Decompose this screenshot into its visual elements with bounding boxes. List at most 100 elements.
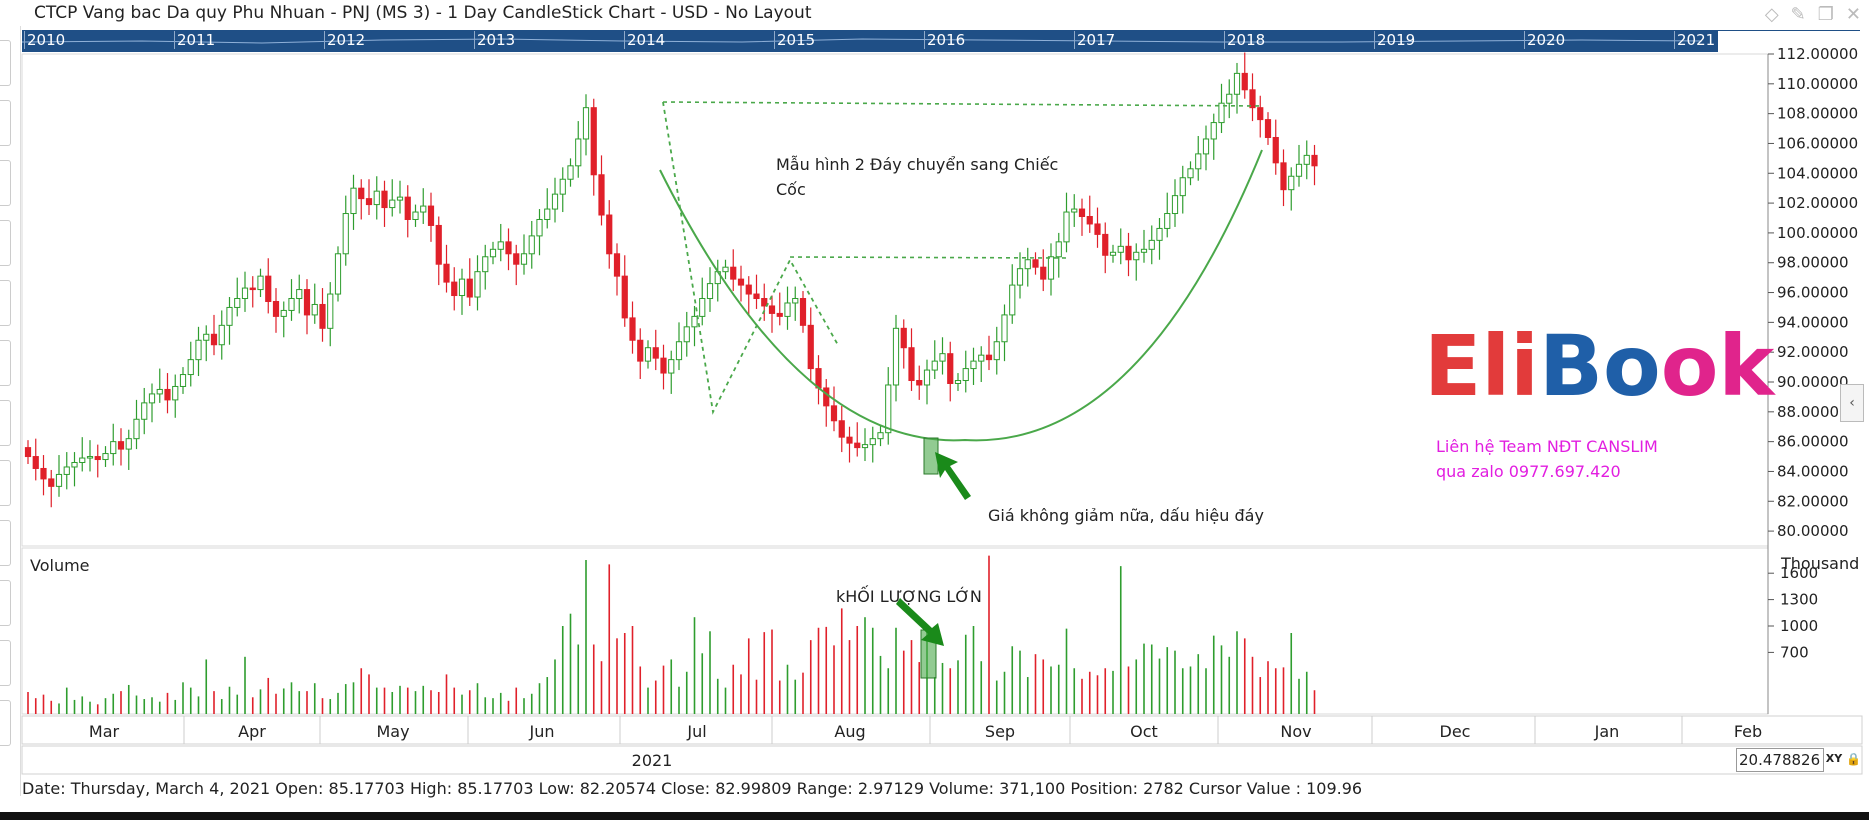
navigator-year-2021[interactable]: 2021 — [1674, 31, 1715, 49]
left-tab[interactable] — [0, 460, 11, 506]
candle — [164, 388, 171, 401]
candle — [187, 359, 194, 376]
candle — [1195, 153, 1202, 170]
navigator-year-2020[interactable]: 2020 — [1524, 31, 1565, 49]
candle — [513, 253, 520, 265]
close-icon[interactable]: ✕ — [1845, 4, 1861, 25]
navigator-year-2017[interactable]: 2017 — [1074, 31, 1115, 49]
candle — [1148, 239, 1155, 250]
candle — [970, 360, 977, 370]
candle — [1226, 93, 1233, 104]
diamond-icon[interactable]: ◇ — [1764, 4, 1779, 25]
candle — [319, 303, 326, 329]
navigator-year-2010[interactable]: 2010 — [24, 31, 65, 49]
candle — [86, 456, 94, 459]
candle — [420, 205, 427, 213]
candle — [48, 478, 55, 487]
candle — [1295, 163, 1303, 177]
navigator-year-2019[interactable]: 2019 — [1374, 31, 1415, 49]
month-label: Apr — [238, 722, 266, 741]
candle — [226, 306, 233, 326]
navigator-year-2012[interactable]: 2012 — [324, 31, 365, 49]
candle — [823, 387, 830, 407]
left-tab[interactable] — [0, 340, 11, 386]
left-tab[interactable] — [0, 160, 11, 206]
cursor-value-input[interactable]: 20.478826 — [1736, 748, 1824, 772]
candle — [342, 213, 349, 255]
candle — [412, 211, 419, 220]
candle — [210, 333, 218, 346]
left-tab[interactable] — [0, 100, 11, 146]
candle — [1094, 223, 1101, 235]
left-tab[interactable] — [0, 40, 11, 86]
price-tick-label: 96.00000 — [1777, 284, 1849, 302]
bottom-rule — [0, 812, 1869, 820]
candle — [365, 198, 373, 206]
candle — [280, 309, 287, 317]
navigator-year-2018[interactable]: 2018 — [1224, 31, 1265, 49]
candle — [117, 441, 125, 450]
left-tab[interactable] — [0, 640, 11, 686]
candle — [544, 208, 551, 220]
candle — [792, 298, 799, 304]
left-tab[interactable] — [0, 580, 11, 626]
navigator-year-2011[interactable]: 2011 — [174, 31, 215, 49]
candle — [195, 339, 202, 361]
candle — [24, 447, 32, 458]
candle — [854, 442, 861, 449]
price-tick-label: 80.00000 — [1777, 522, 1849, 540]
candle — [474, 271, 481, 298]
left-tab[interactable] — [0, 700, 11, 746]
candle — [621, 275, 628, 319]
navigator-year-2015[interactable]: 2015 — [774, 31, 815, 49]
candle — [575, 138, 582, 167]
month-axis — [21, 715, 1863, 745]
candle — [203, 333, 210, 341]
candle — [683, 326, 690, 343]
candle — [1156, 227, 1163, 241]
annotation-pattern-line2: Cốc — [776, 180, 806, 199]
candle — [404, 196, 411, 220]
candle — [551, 193, 559, 210]
candle — [582, 107, 590, 140]
navigator-selection[interactable] — [1717, 30, 1860, 52]
lock-icon[interactable]: 🔒 — [1846, 752, 1861, 766]
month-label: Jan — [1594, 722, 1620, 741]
candle — [1032, 259, 1039, 268]
restore-icon[interactable]: ❐ — [1817, 4, 1834, 25]
candle — [32, 456, 39, 469]
candle — [1202, 138, 1210, 155]
candle — [265, 275, 272, 302]
price-tick-label: 84.00000 — [1777, 462, 1849, 480]
navigator-year-2014[interactable]: 2014 — [624, 31, 665, 49]
collapse-arrow-icon[interactable]: ‹ — [1840, 384, 1864, 422]
candle — [1264, 119, 1272, 138]
candle — [598, 174, 605, 216]
navigator-year-2016[interactable]: 2016 — [924, 31, 965, 49]
candle — [1311, 154, 1318, 167]
candle — [1187, 168, 1194, 179]
neckline — [789, 256, 1069, 259]
xy-button[interactable]: XY — [1825, 752, 1843, 765]
price-tick-label: 88.00000 — [1777, 403, 1849, 421]
candle — [1071, 208, 1078, 213]
candle — [637, 339, 644, 362]
pin-icon[interactable]: ✎ — [1790, 4, 1806, 25]
candle — [776, 312, 783, 317]
navigator-year-2013[interactable]: 2013 — [474, 31, 515, 49]
candle — [768, 305, 776, 314]
left-tab[interactable] — [0, 400, 11, 446]
left-tab[interactable] — [0, 220, 11, 266]
candle — [908, 347, 915, 382]
chart-svg[interactable]: 112.00000 110.00000 108.00000 106.00000 104.… — [0, 0, 1869, 780]
candle — [660, 357, 667, 374]
month-label: Feb — [1734, 722, 1762, 741]
candle — [435, 224, 442, 265]
candle — [218, 324, 225, 346]
date-navigator[interactable]: 2010 2011 2012 2013 2014 2015 2016 2017 2018 2019… — [22, 30, 1860, 52]
candle — [303, 289, 311, 316]
candle — [373, 190, 380, 206]
candle — [877, 432, 884, 440]
left-tab[interactable] — [0, 520, 11, 566]
left-tab[interactable] — [0, 280, 11, 326]
